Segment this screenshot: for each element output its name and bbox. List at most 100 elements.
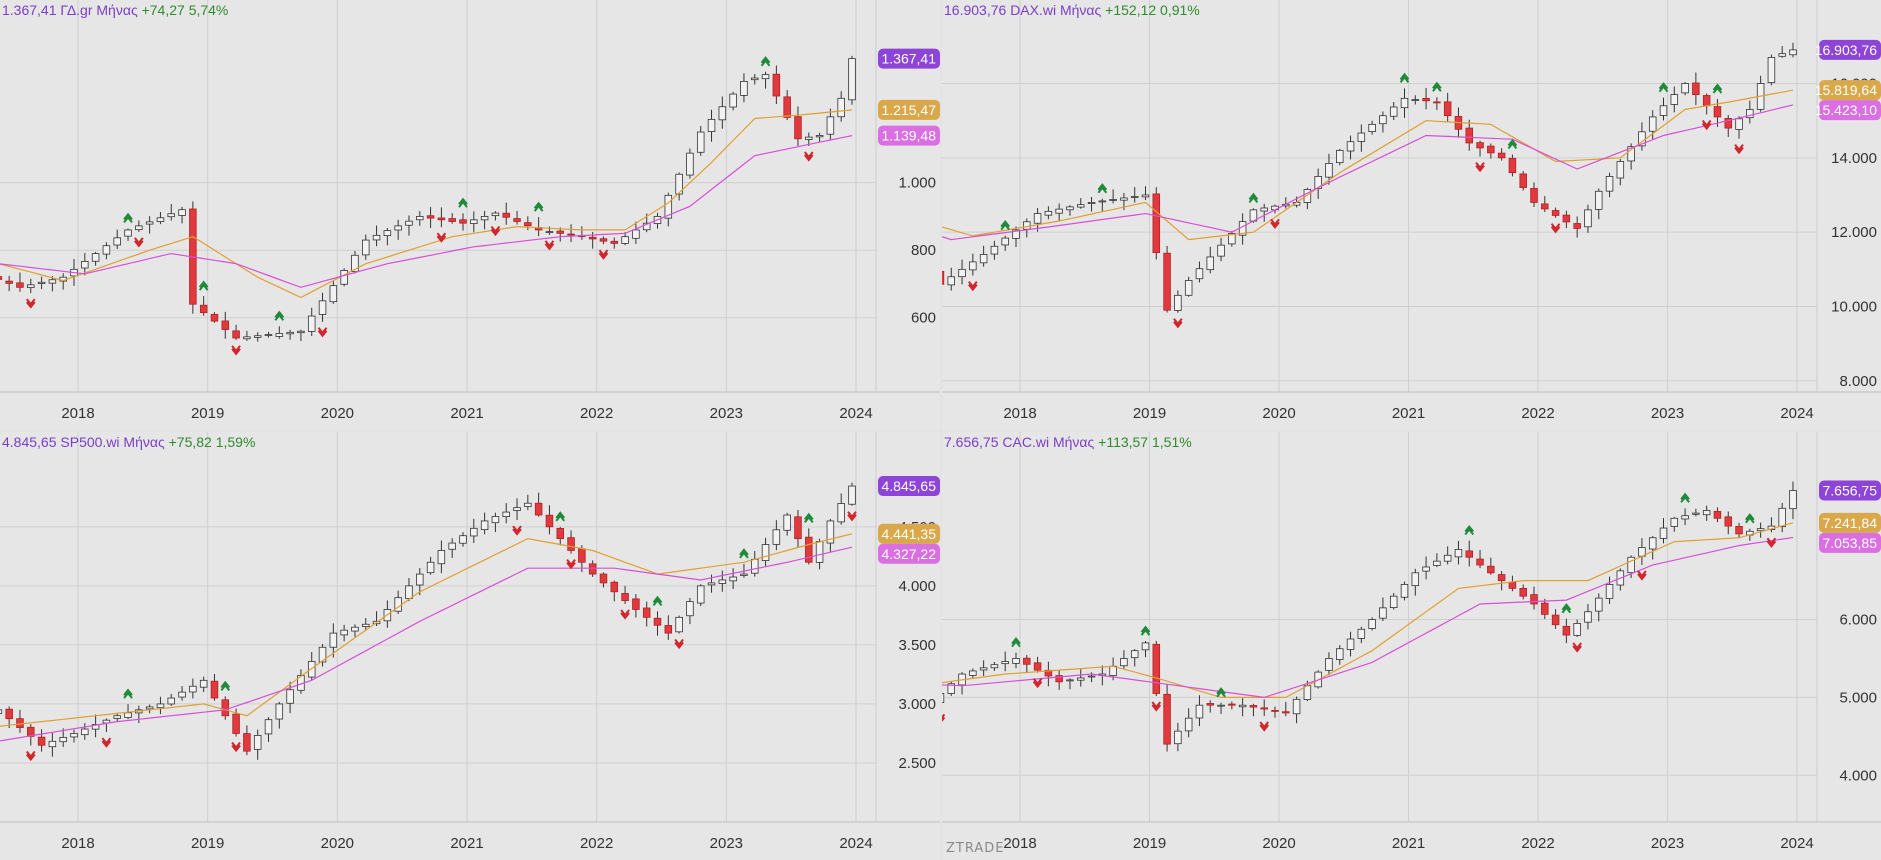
candle-down: [783, 96, 791, 118]
chart-panel-top-right[interactable]: 16.903,76 DAX.wi Μήνας +152,12 0,91% 201…: [942, 0, 1881, 430]
moving-average-slow: [942, 104, 1794, 241]
candle-down: [1465, 550, 1473, 558]
candle-up: [1174, 730, 1182, 745]
candle-up: [1584, 209, 1592, 228]
candle-down: [1573, 223, 1581, 229]
candlestick-chart[interactable]: 2018 2019 2020 2021 2022 2023 20248.00010.0001…: [942, 0, 1881, 430]
fractal-up-icon: [652, 595, 663, 606]
candle-up: [990, 664, 999, 669]
tag-background: [1819, 532, 1881, 553]
x-axis: 2018 2019 2020 2021 2022 2023 2024: [61, 405, 872, 422]
candle-up: [178, 691, 186, 698]
candle-up: [1023, 221, 1031, 230]
y-axis: 4.000 5.000 6.000: [1839, 612, 1877, 785]
x-tick-label: 2023: [1651, 405, 1684, 422]
price-change: +75,82: [168, 434, 212, 450]
last-price-tag: 16.903,76: [1815, 39, 1881, 60]
candle-down: [1497, 152, 1506, 159]
y-tick-label: 10.000: [1831, 299, 1877, 316]
x-tick-label: 2022: [1521, 835, 1554, 852]
symbol-header: 7.656,75 CAC.wi Μήνας +113,57 1,51%: [944, 434, 1192, 450]
candle-up: [243, 336, 251, 340]
candle-up: [1325, 162, 1333, 178]
candle-up: [942, 693, 945, 703]
candle-up: [1778, 53, 1786, 57]
fractal-down-icon: [968, 280, 978, 292]
candle-up: [1206, 256, 1214, 271]
candle-down: [459, 219, 467, 224]
candle-up: [145, 706, 154, 710]
fractal-up-icon: [1658, 82, 1669, 93]
x-tick-label: 2018: [61, 405, 94, 422]
fractal-up-icon: [803, 512, 814, 523]
candle-up: [826, 520, 835, 544]
candle-up: [675, 616, 683, 633]
candle-down: [1023, 657, 1031, 665]
candle-up: [1648, 537, 1657, 550]
candle-down: [1551, 210, 1560, 216]
candle-down: [1562, 214, 1571, 223]
candle-up: [1368, 619, 1376, 629]
chart-panel-bottom-left[interactable]: 4.845,65 SP500.wi Μήνας +75,82 1,59% 201…: [0, 432, 940, 860]
chart-panel-bottom-right[interactable]: 7.656,75 CAC.wi Μήνας +113,57 1,51% 2018…: [942, 432, 1881, 860]
candle-up: [751, 77, 759, 81]
x-tick-label: 2022: [580, 405, 613, 422]
candle-down: [599, 238, 608, 242]
fractal-down-icon: [803, 151, 814, 162]
candle-up: [286, 331, 294, 335]
candle-up: [1217, 704, 1225, 707]
candlestick-chart[interactable]: 2018 2019 2020 2021 2022 2023 2024 2.500 3.000 3.…: [0, 432, 940, 860]
candle-down: [1422, 97, 1430, 102]
candle-up: [1605, 176, 1614, 192]
candle-down: [221, 320, 230, 330]
fractal-down-icon: [1259, 721, 1269, 732]
price-change: +152,12: [1105, 2, 1157, 18]
fractal-up-icon: [123, 212, 133, 224]
y-tick-label: 5.000: [1839, 689, 1877, 706]
y-tick-label: 2.500: [898, 755, 936, 772]
symbol-header: 1.367,41 ΓΔ.gr Μήνας +74,27 5,74%: [2, 2, 228, 18]
candle-up: [783, 514, 791, 531]
candle-up: [1778, 507, 1786, 528]
candle-up: [1702, 510, 1711, 516]
candle-up: [1595, 597, 1603, 612]
tag-label: 16.903,76: [1815, 42, 1877, 58]
candle-up: [264, 719, 273, 735]
candle-down: [1713, 510, 1722, 519]
x-tick-label: 2021: [1392, 835, 1425, 852]
x-tick-label: 2024: [1780, 835, 1813, 852]
candle-down: [1519, 173, 1527, 188]
candle-up: [1433, 560, 1441, 566]
candle-up: [545, 231, 554, 234]
candle-up: [1692, 512, 1700, 515]
candle-up: [340, 629, 348, 636]
candle-down: [1260, 707, 1268, 710]
candle-down: [610, 240, 619, 244]
fractal-down-icon: [544, 240, 555, 251]
candle-up: [37, 281, 46, 284]
candle-down: [1508, 582, 1517, 589]
last-price: 4.845,65: [2, 434, 57, 450]
candle-up: [675, 173, 683, 195]
fractal-down-icon: [1734, 144, 1744, 155]
symbol-name: ΓΔ.gr Μήνας: [60, 2, 138, 18]
moving-average-fast: [0, 533, 853, 727]
ma-fast-tag: 7.241,84: [1819, 512, 1881, 533]
grid: [942, 0, 1817, 392]
candle-up: [1195, 268, 1204, 280]
chart-panel-top-left[interactable]: 1.367,41 ΓΔ.gr Μήνας +74,27 5,74% 2018 20…: [0, 0, 940, 430]
price-change-pct: 1,51%: [1152, 434, 1192, 450]
y-tick-label: 6.000: [1839, 612, 1877, 629]
candle-up: [199, 679, 208, 688]
candle-up: [1087, 202, 1096, 205]
candle-down: [1497, 574, 1506, 581]
candle-up: [1789, 490, 1797, 510]
candle-up: [405, 585, 413, 599]
candlestick-chart[interactable]: 2018 2019 2020 2021 2022 2023 20246008001.0001…: [0, 0, 940, 430]
candle-up: [696, 131, 705, 153]
tag-label: 15.423,10: [1815, 102, 1877, 118]
candle-up: [113, 237, 121, 246]
candlestick-chart[interactable]: 2018 2019 2020 2021 2022 2023 2024 4.000 5.000 6.…: [942, 432, 1881, 860]
fractal-up-icon: [1000, 220, 1010, 231]
candle-up: [1379, 115, 1387, 125]
